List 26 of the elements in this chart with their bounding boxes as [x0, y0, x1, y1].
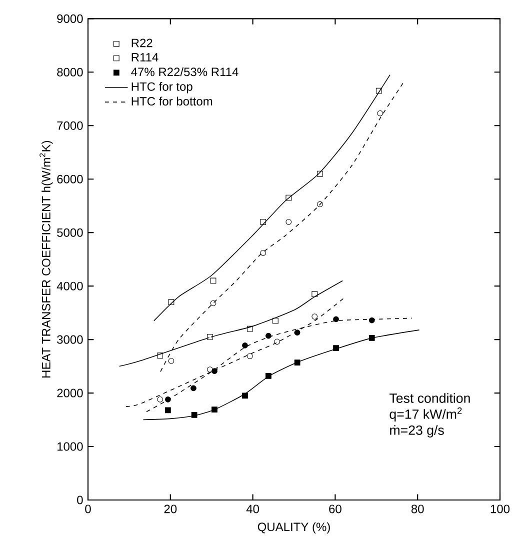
x-tick-label: 80: [411, 504, 424, 514]
x-tick-label: 0: [84, 504, 91, 514]
annotation: ṁ=23 g/s: [390, 425, 444, 438]
annotation: q=17 kW/m$^{2}$: [390, 407, 462, 422]
legend-label: R114: [132, 53, 158, 62]
y-tick-label: 0: [76, 496, 83, 504]
annotation: Test condition: [389, 393, 470, 403]
y-tick-label: 8000: [56, 68, 83, 76]
legend-label: HTC for top: [132, 82, 192, 94]
x-tick-label: 40: [246, 504, 259, 514]
y-tick-label: 4000: [56, 282, 83, 290]
y-axis-title: HEAT TRANSFER COEFFICIENT h(W/m$^{2}$K): [39, 140, 53, 378]
y-tick-label: 1000: [57, 442, 83, 451]
y-tick-label: 6000: [56, 174, 83, 184]
y-tick-label: 9000: [56, 14, 83, 23]
x-tick-label: 20: [164, 504, 176, 514]
legend-label: 47% R22/53% R114: [130, 67, 238, 76]
x-tick-label: 100: [490, 504, 510, 514]
x-axis-title: QUALITY (%): [258, 522, 330, 534]
y-tick-label: 3000: [56, 335, 83, 344]
y-tick-label: 7000: [56, 121, 83, 130]
legend-label: HTC for bottom: [132, 96, 212, 106]
x-tick-label: 60: [328, 504, 342, 514]
legend-label: R22: [132, 38, 152, 48]
y-tick-label: 2000: [56, 388, 83, 398]
y-tick-label: 5000: [56, 228, 83, 237]
